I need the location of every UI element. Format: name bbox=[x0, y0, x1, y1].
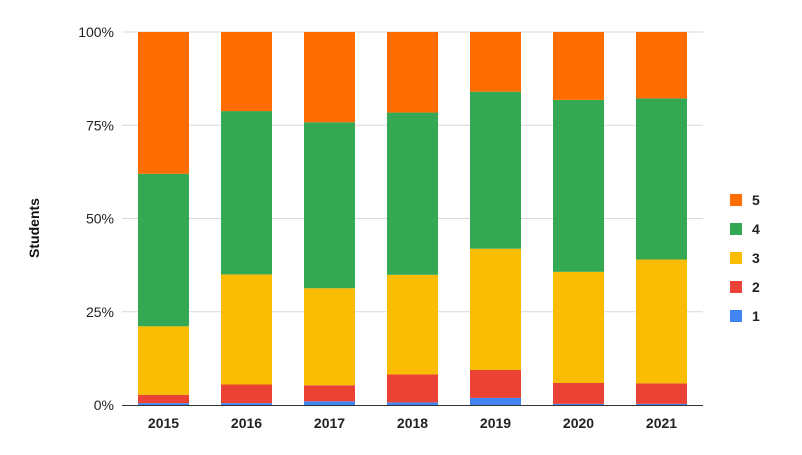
legend-swatch bbox=[730, 252, 742, 264]
bar-segment-2018-series-2 bbox=[387, 374, 438, 403]
y-tick-label: 0% bbox=[94, 397, 114, 413]
legend-swatch bbox=[730, 223, 742, 235]
bar-segment-2015-series-3 bbox=[138, 326, 189, 395]
bar-segment-2019-series-4 bbox=[470, 91, 521, 249]
bar-segment-2016-series-1 bbox=[221, 403, 272, 405]
legend-label: 5 bbox=[752, 192, 760, 208]
bar-segment-2019-series-2 bbox=[470, 369, 521, 398]
legend-label: 2 bbox=[752, 279, 760, 295]
bar-segment-2018-series-5 bbox=[387, 32, 438, 113]
bar-segment-2020-series-2 bbox=[553, 382, 604, 404]
x-axis-tick-labels: 2015 2016 2017 2018 2019 2020 2021 bbox=[148, 415, 677, 431]
x-tick-label: 2020 bbox=[563, 415, 594, 431]
bar-segment-2018-series-1 bbox=[387, 402, 438, 405]
bar-segment-2017-series-5 bbox=[304, 32, 355, 123]
bar-segment-2015-series-5 bbox=[138, 32, 189, 174]
bar-segment-2018-series-3 bbox=[387, 274, 438, 375]
x-tick-label: 2018 bbox=[397, 415, 428, 431]
x-tick-label: 2016 bbox=[231, 415, 262, 431]
bar-segment-2017-series-2 bbox=[304, 385, 355, 402]
bar-segment-2015-series-4 bbox=[138, 173, 189, 327]
bar-segment-2016-series-4 bbox=[221, 111, 272, 275]
bar-segment-2018-series-4 bbox=[387, 112, 438, 275]
bar-segment-2016-series-3 bbox=[221, 274, 272, 385]
bar-segment-2020-series-4 bbox=[553, 99, 604, 272]
x-tick-label: 2021 bbox=[646, 415, 677, 431]
bars bbox=[138, 32, 687, 405]
bar-segment-2021-series-2 bbox=[636, 383, 687, 404]
bar-segment-2020-series-5 bbox=[553, 32, 604, 100]
bar-segment-2021-series-4 bbox=[636, 98, 687, 260]
bar-segment-2020-series-1 bbox=[553, 403, 604, 405]
bar-segment-2017-series-3 bbox=[304, 288, 355, 386]
y-axis-title: Students bbox=[26, 198, 42, 258]
legend-swatch bbox=[730, 310, 742, 322]
bar-segment-2019-series-5 bbox=[470, 32, 521, 92]
y-tick-label: 50% bbox=[86, 211, 114, 227]
y-axis-tick-labels: 0% 25% 50% 75% 100% bbox=[78, 24, 114, 413]
bar-segment-2021-series-5 bbox=[636, 32, 687, 99]
y-tick-label: 25% bbox=[86, 304, 114, 320]
x-tick-label: 2017 bbox=[314, 415, 345, 431]
legend-label: 1 bbox=[752, 308, 760, 324]
bar-segment-2020-series-3 bbox=[553, 271, 604, 383]
bar-segment-2016-series-2 bbox=[221, 384, 272, 404]
legend: 5 4 3 2 1 bbox=[730, 192, 760, 324]
legend-swatch bbox=[730, 281, 742, 293]
bar-segment-2015-series-1 bbox=[138, 403, 189, 405]
legend-label: 3 bbox=[752, 250, 760, 266]
legend-label: 4 bbox=[752, 221, 760, 237]
y-tick-label: 75% bbox=[86, 117, 114, 133]
x-tick-label: 2015 bbox=[148, 415, 179, 431]
bar-segment-2017-series-1 bbox=[304, 401, 355, 405]
y-tick-label: 100% bbox=[78, 24, 114, 40]
x-tick-label: 2019 bbox=[480, 415, 511, 431]
bar-segment-2015-series-2 bbox=[138, 394, 189, 404]
bar-segment-2017-series-4 bbox=[304, 122, 355, 289]
bar-segment-2021-series-1 bbox=[636, 403, 687, 405]
bar-segment-2019-series-3 bbox=[470, 248, 521, 370]
bar-segment-2021-series-3 bbox=[636, 259, 687, 384]
bar-segment-2016-series-5 bbox=[221, 32, 272, 112]
bar-segment-2019-series-1 bbox=[470, 397, 521, 405]
legend-swatch bbox=[730, 194, 742, 206]
